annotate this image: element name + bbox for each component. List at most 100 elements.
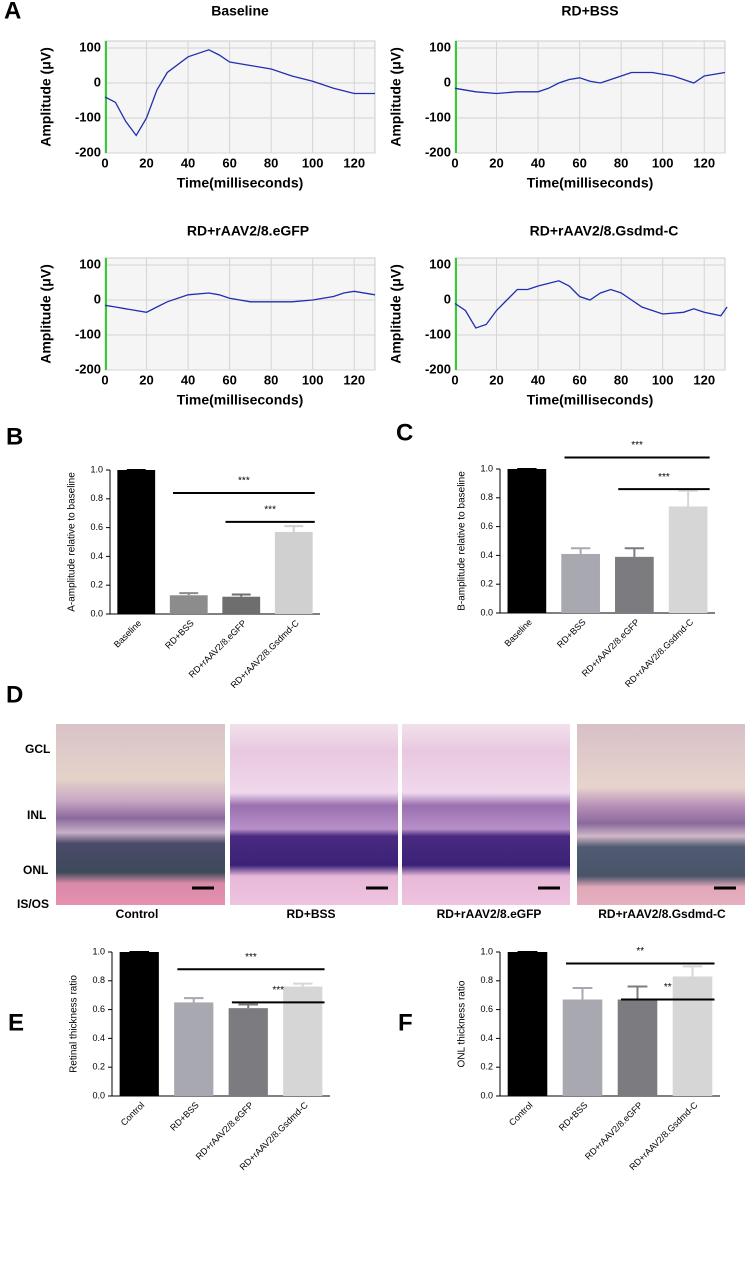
x-tick-label: 100 [652,155,674,170]
y-tick-label: 0.0 [480,1090,493,1100]
y-tick-label: 1.0 [480,946,493,956]
x-tick-label: 20 [139,372,153,387]
y-axis-label: Amplitude (μV) [388,264,404,364]
y-tick-label: 0.8 [480,975,493,985]
layer-label: GCL [25,742,50,756]
error-bar [682,965,703,977]
caption: RD+rAAV2/8.eGFP [437,907,542,921]
error-bar [284,525,304,532]
x-tick-label: 0 [101,155,108,170]
histology: GCL INL ONL IS/OS Control RD+BSS RD+rAAV… [17,724,745,921]
x-tick-label: 0 [101,372,108,387]
chart-title: Baseline [211,3,269,19]
error-bar [231,593,251,597]
significance-label: ** [636,946,644,957]
error-bar [292,982,313,987]
y-tick-label: 0.6 [90,522,103,532]
y-tick-label: 0.0 [92,1090,105,1100]
trace [104,49,375,137]
x-tick-label: RD+rAAV2/8.eGFP [194,1100,256,1162]
y-tick-label: 0.6 [480,1004,493,1014]
significance-label: *** [238,476,250,487]
chart-title: RD+rAAV2/8.Gsdmd-C [530,223,679,239]
x-tick-label: 100 [652,372,674,387]
x-tick-label: RD+rAAV2/8.eGFP [187,618,249,680]
bar [222,596,261,614]
y-tick-label: -200 [75,144,101,159]
panel-label: C [396,419,413,446]
x-tick-label: 120 [343,372,365,387]
y-axis-label: A-amplitude relative to baseline [67,472,78,612]
y-tick-label: 0.2 [480,579,493,589]
x-tick-label: Control [119,1100,147,1128]
x-tick-label: RD+rAAV2/8.eGFP [583,1100,645,1162]
x-tick-label: 80 [614,155,628,170]
panel-label: F [398,1009,413,1036]
y-tick-label: -100 [75,109,101,124]
significance-label: *** [658,472,670,483]
bar [668,506,708,613]
y-tick-label: 0.8 [92,975,105,985]
bar [615,556,654,613]
x-tick-label: 40 [181,372,195,387]
histology-image [230,724,398,905]
x-tick-label: Baseline [502,617,533,648]
chart-title: RD+rAAV2/8.eGFP [187,223,309,239]
x-tick-label: RD+BSS [168,1100,201,1133]
x-tick-label: 20 [139,155,153,170]
bar [561,553,600,613]
bar [169,595,208,614]
y-tick-label: 0 [94,74,101,89]
y-tick-label: -100 [425,109,451,124]
bar [507,952,548,1096]
histology-image [577,724,745,905]
y-tick-label: 0.2 [480,1062,493,1072]
significance-label: *** [272,985,284,996]
panel-label: A [4,0,21,24]
y-tick-label: 0.2 [92,1062,105,1072]
y-tick-label: -100 [75,326,101,341]
plot-background [454,40,726,154]
y-tick-label: 1.0 [480,463,493,473]
x-tick-label: 0 [451,372,458,387]
significance-label: *** [245,952,257,963]
x-tick-label: 0 [451,155,458,170]
panel-label: B [6,423,23,450]
significance-label: *** [264,504,276,515]
y-axis-label: Amplitude (μV) [38,47,54,147]
x-tick-label: 60 [222,372,236,387]
bar [507,469,547,613]
x-axis-label: Time(milliseconds) [177,175,304,191]
x-tick-label: 40 [531,155,545,170]
x-tick-label: 60 [572,155,586,170]
x-axis-label: Time(milliseconds) [527,175,654,191]
x-tick-label: 120 [693,372,715,387]
x-tick-label: 40 [181,155,195,170]
y-tick-label: 0 [444,291,451,306]
y-axis-label: ONL thickness ratio [457,980,468,1067]
bar [283,986,323,1096]
x-tick-label: 120 [343,155,365,170]
bar [174,1002,214,1096]
caption: Control [116,907,159,921]
bar [274,531,313,614]
layer-label: INL [27,808,46,822]
error-bar [179,592,199,596]
y-tick-label: 0.8 [480,492,493,502]
error-bar [678,489,698,507]
y-tick-label: 1.0 [92,946,105,956]
x-tick-label: 80 [264,155,278,170]
histology-image [56,724,225,905]
x-axis-label: Time(milliseconds) [177,392,304,408]
y-tick-label: 0.0 [90,608,103,618]
x-tick-label: 60 [222,155,236,170]
layer-label: ONL [23,863,48,877]
y-tick-label: 0.8 [90,493,103,503]
error-bar [572,987,593,1000]
plot-background [104,257,376,371]
y-tick-label: -200 [425,144,451,159]
y-tick-label: 0.4 [92,1033,105,1043]
y-tick-label: 0.6 [480,521,493,531]
x-tick-label: RD+rAAV2/8.eGFP [580,617,642,679]
